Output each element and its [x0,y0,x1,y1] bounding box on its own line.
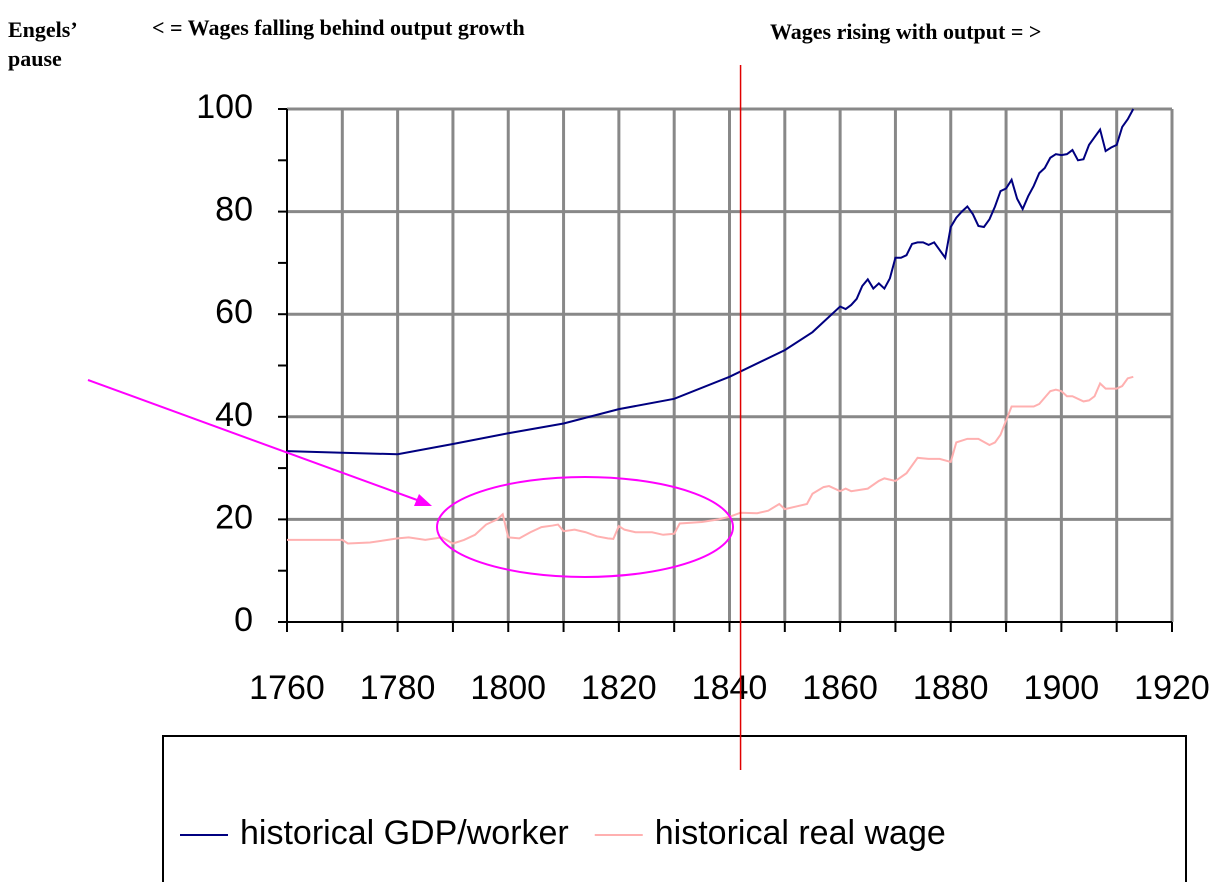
y-tick-label: 80 [215,191,253,229]
y-tick-label: 0 [234,601,253,639]
legend-items: historical GDP/worker historical real wag… [180,814,946,852]
legend-label: historical real wage [655,814,946,852]
arrow-head [414,494,432,506]
annotation: < = Wages falling behind output growth [152,15,525,40]
x-tick-label: 1780 [360,669,436,707]
x-tick-label: 1800 [470,669,546,707]
series-line [286,108,1135,456]
lines [286,108,1135,545]
arrow [87,379,429,505]
x-tick-label: 1840 [692,669,768,707]
y-tick-label: 20 [215,498,253,536]
grid: 1760 1780 1800 1820 1840 1860 1880 1900 1920 0 20 4… [196,88,1210,707]
y-tick-label: 100 [196,88,253,126]
series-line [287,375,1134,545]
y-tick-label: 60 [215,293,253,331]
legend-label: historical GDP/worker [240,814,569,852]
annotation: pause [8,46,62,71]
x-tick-label: 1860 [802,669,878,707]
legend [162,735,1187,882]
x-tick-label: 1760 [249,669,325,707]
highlight-ellipse [436,476,734,578]
annotation: Engels’ [8,17,78,42]
x-tick-label: 1900 [1024,669,1100,707]
annotation: Wages rising with output = > [770,19,1041,44]
x-tick-label: 1920 [1134,669,1210,707]
y-tick-label: 40 [215,396,253,434]
x-tick-label: 1880 [913,669,989,707]
x-tick-label: 1820 [581,669,657,707]
